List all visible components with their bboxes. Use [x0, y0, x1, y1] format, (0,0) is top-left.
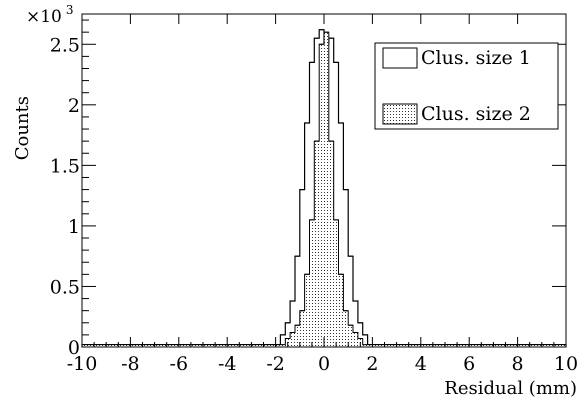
legend-swatch-clus-size-2	[382, 103, 418, 125]
y-tick-label: 2.5	[50, 34, 80, 56]
y-multiplier-exponent: 3	[66, 3, 74, 17]
legend-label-clus-size-2: Clus. size 2	[421, 103, 531, 125]
x-tick-label: -6	[170, 353, 189, 375]
legend: Clus. size 1 Clus. size 2	[374, 42, 559, 130]
x-tick-label: -4	[218, 353, 237, 375]
legend-label-clus-size-1: Clus. size 1	[421, 47, 531, 69]
x-tick-label: 8	[512, 353, 524, 375]
x-tick-label: -10	[67, 353, 98, 375]
y-tick-label: 1.5	[50, 155, 80, 177]
y-tick-label: 2	[68, 95, 80, 117]
x-tick-label: 6	[463, 353, 475, 375]
x-tick-label: 2	[366, 353, 378, 375]
x-tick-label: -2	[266, 353, 285, 375]
y-axis-title: Counts	[12, 96, 33, 160]
legend-swatch-clus-size-1	[382, 47, 418, 69]
y-multiplier: ×10 3	[26, 3, 74, 27]
y-multiplier-base: ×10	[26, 7, 62, 27]
y-tick-label: 0	[68, 337, 80, 359]
x-tick-label: -8	[121, 353, 140, 375]
y-tick-label: 0.5	[50, 276, 80, 298]
x-tick-label: 10	[554, 353, 578, 375]
y-tick-label: 1	[68, 216, 80, 238]
x-axis-title: Residual (mm)	[444, 378, 577, 399]
x-tick-label: 4	[415, 353, 427, 375]
x-tick-label: 0	[318, 353, 330, 375]
